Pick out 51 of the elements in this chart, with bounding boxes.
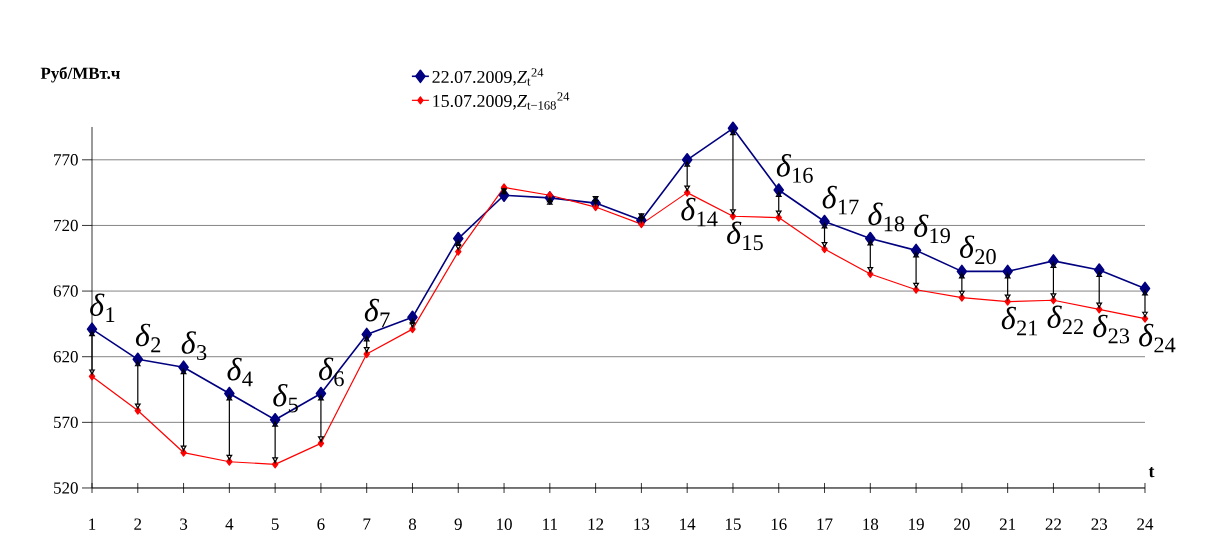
y-tick-label: 670 <box>53 285 78 297</box>
annotation: δ$_{18}$ <box>868 202 905 232</box>
y-axis-title: Руб/МВт.ч <box>40 66 120 83</box>
annotation: δ$_{14}$ <box>681 197 718 227</box>
annotation: δ$_{3}$ <box>181 331 207 361</box>
annotation: δ$_{1}$ <box>90 293 115 322</box>
legend-label: 22.07.2009,Z$_{t}$24 <box>432 68 544 86</box>
x-tick-label: 13 <box>634 518 650 530</box>
x-axis-title: t <box>1148 466 1155 478</box>
annotation: δ$_{17}$ <box>822 185 859 215</box>
y-tick-label: 570 <box>54 416 78 429</box>
x-tick-label: 4 <box>225 518 234 530</box>
legend-label: 15.07.2009,Z$_{t−168}$24 <box>433 92 570 110</box>
x-tick-label: 5 <box>271 518 279 530</box>
y-tick-label: 770 <box>54 154 78 166</box>
x-tick-label: 11 <box>543 518 557 530</box>
annotation: δ$_{22}$ <box>1047 305 1083 334</box>
x-tick-label: 3 <box>180 518 188 530</box>
x-tick-label: 22 <box>1045 518 1061 530</box>
annotation: δ$_{23}$ <box>1093 314 1130 344</box>
x-tick-label: 6 <box>317 518 325 530</box>
annotation: δ$_{15}$ <box>727 221 763 251</box>
x-tick-label: 7 <box>363 518 371 530</box>
annotation: δ$_{2}$ <box>135 323 161 353</box>
x-tick-label: 20 <box>954 518 970 530</box>
annotation: δ$_{4}$ <box>227 357 253 387</box>
annotation: δ$_{6}$ <box>319 357 344 387</box>
x-tick-label: 19 <box>909 518 924 530</box>
x-tick-label: 23 <box>1091 518 1108 530</box>
x-tick-label: 14 <box>680 518 696 530</box>
x-tick-label: 18 <box>863 518 879 530</box>
x-tick-label: 10 <box>497 518 512 530</box>
annotation: δ$_{21}$ <box>1001 306 1038 336</box>
annotation: δ$_{19}$ <box>914 214 950 244</box>
y-tick-label: 620 <box>53 350 78 363</box>
x-tick-label: 17 <box>817 518 833 530</box>
annotation: δ$_{7}$ <box>364 298 390 328</box>
x-tick-label: 9 <box>454 518 462 530</box>
annotation: δ$_{16}$ <box>776 154 813 183</box>
x-tick-label: 16 <box>771 518 787 530</box>
annotation: δ$_{24}$ <box>1139 323 1176 353</box>
annotation: δ$_{20}$ <box>960 235 996 265</box>
x-tick-label: 1 <box>89 518 96 530</box>
x-tick-label: 2 <box>134 518 142 530</box>
x-tick-label: 12 <box>588 518 604 530</box>
x-tick-label: 8 <box>408 518 417 530</box>
x-tick-label: 15 <box>725 518 741 530</box>
y-tick-label: 520 <box>54 482 78 494</box>
x-tick-label: 21 <box>999 518 1016 530</box>
y-tick-label: 720 <box>54 219 78 232</box>
x-tick-label: 24 <box>1137 518 1154 530</box>
